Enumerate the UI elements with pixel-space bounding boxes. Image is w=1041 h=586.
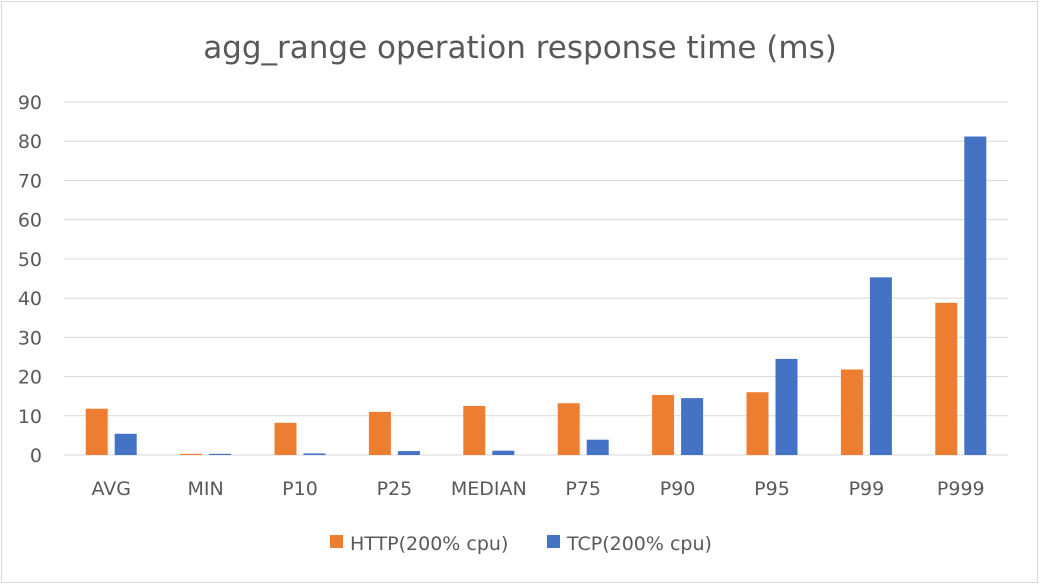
bar-http-p90 bbox=[652, 394, 675, 455]
x-tick-label: P25 bbox=[377, 478, 413, 500]
legend-swatch-tcp bbox=[547, 535, 560, 548]
y-tick-label: 20 bbox=[18, 367, 42, 389]
bar-http-p75 bbox=[557, 403, 580, 455]
bar-tcp-p99 bbox=[869, 277, 892, 455]
y-tick-label: 40 bbox=[18, 288, 42, 310]
bar-tcp-avg bbox=[114, 433, 137, 455]
bar-tcp-p10 bbox=[303, 453, 326, 455]
y-tick-label: 70 bbox=[18, 170, 42, 192]
y-axis-ticks: 0 10 20 30 40 50 60 70 80 90 bbox=[18, 92, 42, 467]
legend-swatch-http bbox=[330, 535, 343, 548]
bar-http-min bbox=[180, 453, 203, 455]
bar-tcp-p999 bbox=[964, 136, 987, 455]
x-tick-label: P75 bbox=[565, 478, 601, 500]
bar-http-p99 bbox=[840, 369, 863, 455]
bar-http-median bbox=[463, 405, 486, 455]
bar-tcp-p75 bbox=[586, 439, 609, 455]
x-tick-label: AVG bbox=[91, 478, 131, 500]
y-tick-label: 10 bbox=[18, 406, 42, 428]
x-tick-label: P95 bbox=[754, 478, 790, 500]
bar-tcp-median bbox=[492, 450, 515, 455]
legend: HTTP(200% cpu) TCP(200% cpu) bbox=[330, 533, 712, 555]
bar-http-p95 bbox=[746, 392, 769, 455]
bar-tcp-p25 bbox=[397, 451, 420, 455]
bar-http-p10 bbox=[274, 422, 297, 455]
bar-http-avg bbox=[85, 408, 108, 455]
bar-tcp-p95 bbox=[775, 358, 798, 455]
legend-label-tcp: TCP(200% cpu) bbox=[566, 533, 712, 555]
x-tick-label: MIN bbox=[187, 478, 223, 500]
bars bbox=[85, 136, 987, 455]
chart-title: agg_range operation response time (ms) bbox=[203, 30, 837, 66]
y-tick-label: 90 bbox=[18, 92, 42, 114]
x-axis-ticks: AVG MIN P10 P25 MEDIAN P75 P90 P95 P99 P999 bbox=[91, 478, 984, 500]
y-tick-label: 80 bbox=[18, 131, 42, 153]
y-tick-label: 50 bbox=[18, 249, 42, 271]
bar-http-p999 bbox=[935, 302, 958, 455]
x-tick-label: P999 bbox=[937, 478, 985, 500]
x-tick-label: P99 bbox=[849, 478, 885, 500]
x-tick-label: P90 bbox=[660, 478, 696, 500]
gridlines bbox=[64, 101, 1008, 456]
x-tick-label: P10 bbox=[282, 478, 318, 500]
y-tick-label: 60 bbox=[18, 210, 42, 232]
y-tick-label: 0 bbox=[30, 445, 42, 467]
bar-http-p25 bbox=[368, 411, 391, 455]
bar-tcp-p90 bbox=[681, 398, 704, 455]
x-tick-label: MEDIAN bbox=[451, 478, 527, 500]
legend-label-http: HTTP(200% cpu) bbox=[350, 533, 508, 555]
bar-tcp-min bbox=[209, 453, 232, 455]
y-tick-label: 30 bbox=[18, 327, 42, 349]
